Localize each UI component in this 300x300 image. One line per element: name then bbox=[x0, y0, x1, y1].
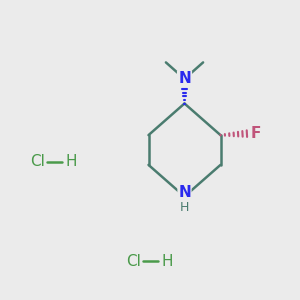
Text: Cl: Cl bbox=[126, 254, 141, 268]
Text: Cl: Cl bbox=[30, 154, 45, 169]
Text: N: N bbox=[178, 71, 191, 86]
Text: H: H bbox=[65, 154, 77, 169]
Text: H: H bbox=[180, 201, 189, 214]
Text: H: H bbox=[161, 254, 173, 268]
Text: F: F bbox=[250, 126, 261, 141]
Text: N: N bbox=[178, 185, 191, 200]
